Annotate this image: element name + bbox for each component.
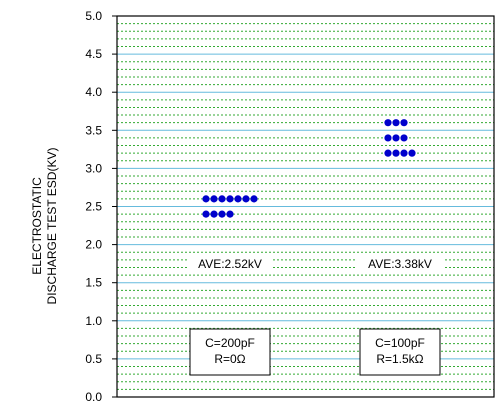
data-point	[210, 210, 218, 218]
data-point	[234, 195, 242, 203]
plot-frame	[116, 15, 495, 398]
data-points	[202, 119, 416, 218]
condition-box	[359, 328, 441, 376]
data-point	[408, 149, 416, 157]
data-point	[384, 149, 392, 157]
y-axis-label-line1: ELECTROSTATIC	[30, 177, 44, 275]
condition-resistance: R=0Ω	[214, 352, 245, 366]
data-point	[400, 134, 408, 142]
data-point	[218, 210, 226, 218]
condition-resistance: R=1.5kΩ	[376, 352, 423, 366]
y-tick-label: 5.0	[85, 9, 102, 23]
data-point	[242, 195, 250, 203]
y-axis-label-line2: DISCHARGE TEST ESD(KV)	[45, 148, 59, 305]
y-tick-label: 1.0	[85, 314, 102, 328]
data-point	[392, 134, 400, 142]
y-tick-label: 3.0	[85, 161, 102, 175]
data-point	[226, 210, 234, 218]
average-label-box	[357, 254, 443, 274]
average-label-box	[187, 254, 273, 274]
condition-capacitance: C=200pF	[205, 336, 255, 350]
y-tick-label: 0.5	[85, 352, 102, 366]
data-point	[202, 210, 210, 218]
y-tick-label: 4.5	[85, 47, 102, 61]
grid-lines	[117, 23, 494, 390]
y-tick-label: 2.5	[85, 200, 102, 214]
y-tick-label: 1.5	[85, 276, 102, 290]
condition-box	[189, 328, 271, 376]
data-point	[250, 195, 258, 203]
y-axis-ticks: 0.0 0.5 1.0 1.5 2.0 2.5 3.0 3.5 4.0 4.5 5.0	[85, 9, 117, 403]
data-point	[384, 119, 392, 127]
data-point	[384, 134, 392, 142]
y-tick-label: 0.0	[85, 390, 102, 403]
data-point	[218, 195, 226, 203]
average-label: AVE:3.38kV	[368, 257, 432, 271]
y-tick-label: 2.0	[85, 238, 102, 252]
average-label: AVE:2.52kV	[198, 257, 262, 271]
data-point	[202, 195, 210, 203]
annotations: AVE:2.52kV C=200pF R=0Ω AVE:3.38kV C=100pF R=…	[187, 254, 443, 376]
data-point	[226, 195, 234, 203]
data-point	[400, 149, 408, 157]
data-point	[210, 195, 218, 203]
y-tick-label: 3.5	[85, 123, 102, 137]
y-tick-label: 4.0	[85, 85, 102, 99]
data-point	[392, 119, 400, 127]
condition-capacitance: C=100pF	[375, 336, 425, 350]
data-point	[392, 149, 400, 157]
data-point	[400, 119, 408, 127]
